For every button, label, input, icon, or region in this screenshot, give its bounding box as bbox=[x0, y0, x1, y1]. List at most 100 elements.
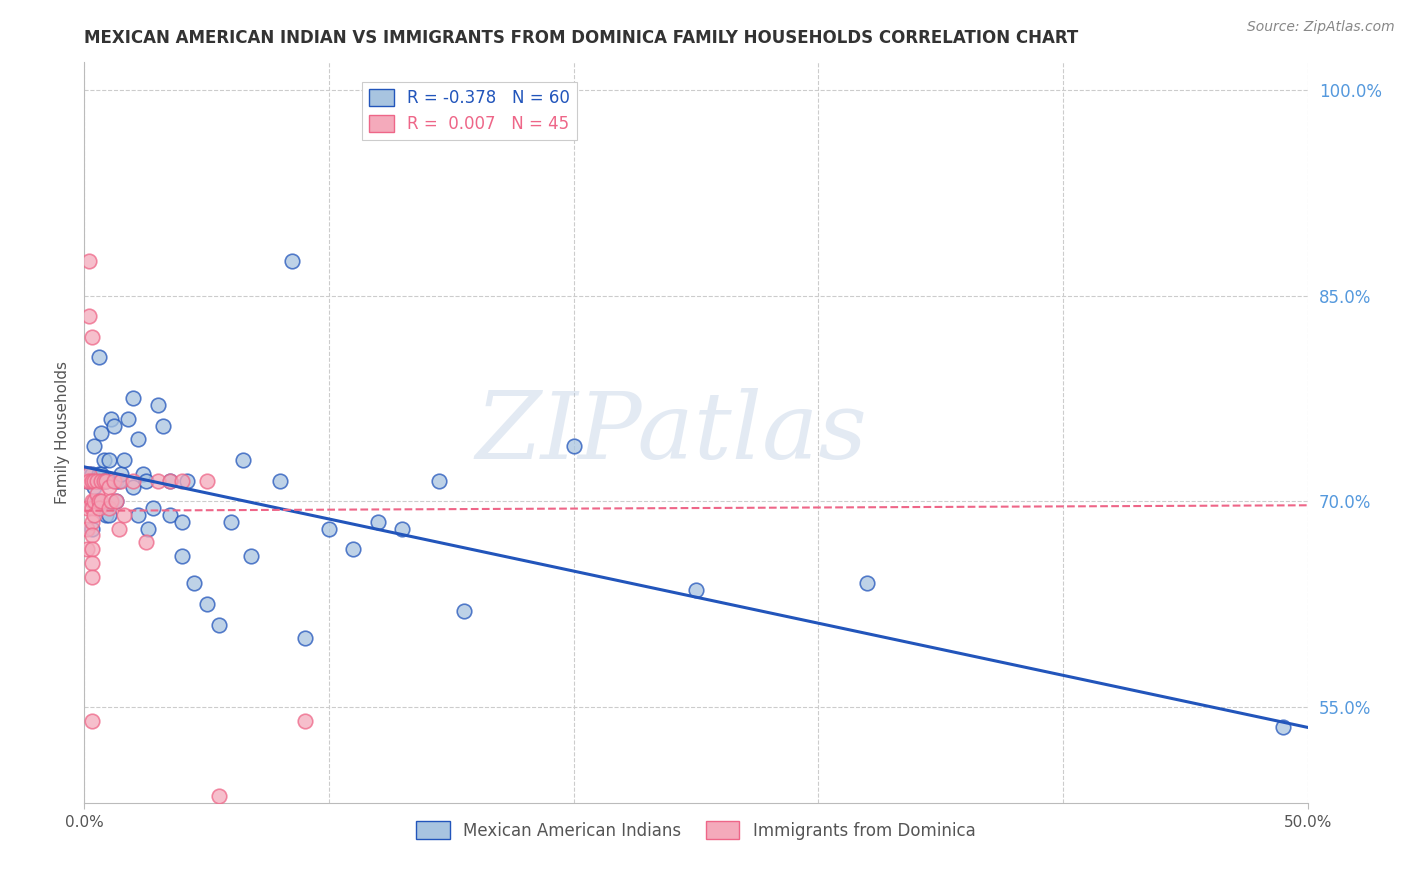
Point bbox=[117, 412, 139, 426]
Point bbox=[86, 494, 108, 508]
Point bbox=[83, 439, 105, 453]
Point bbox=[146, 398, 169, 412]
Point bbox=[110, 474, 132, 488]
Point bbox=[87, 467, 110, 481]
Point bbox=[77, 467, 100, 481]
Point bbox=[183, 576, 205, 591]
Point bbox=[152, 418, 174, 433]
Point bbox=[96, 474, 118, 488]
Point bbox=[208, 617, 231, 632]
Point bbox=[110, 467, 132, 481]
Point bbox=[132, 467, 155, 481]
Point bbox=[77, 254, 100, 268]
Point bbox=[80, 515, 103, 529]
Point bbox=[76, 501, 98, 516]
Point bbox=[195, 474, 218, 488]
Point bbox=[87, 501, 110, 516]
Point bbox=[135, 535, 157, 549]
Point bbox=[159, 508, 181, 522]
Point bbox=[1272, 720, 1295, 734]
Point bbox=[80, 556, 103, 570]
Point bbox=[83, 494, 105, 508]
Point bbox=[97, 480, 120, 494]
Point bbox=[107, 522, 129, 536]
Point bbox=[136, 522, 159, 536]
Point bbox=[172, 549, 194, 563]
Point bbox=[80, 528, 103, 542]
Point bbox=[269, 474, 291, 488]
Point bbox=[83, 508, 105, 522]
Point bbox=[159, 474, 181, 488]
Point bbox=[97, 501, 120, 516]
Point bbox=[208, 789, 231, 803]
Point bbox=[77, 474, 100, 488]
Point bbox=[96, 474, 118, 488]
Point bbox=[80, 494, 103, 508]
Point bbox=[90, 494, 112, 508]
Point bbox=[127, 508, 149, 522]
Point bbox=[90, 467, 112, 481]
Point bbox=[86, 474, 108, 488]
Point bbox=[80, 329, 103, 343]
Point bbox=[176, 474, 198, 488]
Point bbox=[122, 392, 145, 406]
Point bbox=[122, 474, 145, 488]
Point bbox=[685, 583, 707, 598]
Point bbox=[146, 474, 169, 488]
Point bbox=[97, 508, 120, 522]
Point bbox=[83, 474, 105, 488]
Point bbox=[80, 467, 103, 481]
Point bbox=[93, 453, 115, 467]
Point bbox=[105, 474, 128, 488]
Point bbox=[86, 487, 108, 501]
Point bbox=[107, 474, 129, 488]
Point bbox=[93, 474, 115, 488]
Point bbox=[294, 632, 316, 646]
Point bbox=[453, 604, 475, 618]
Point bbox=[112, 508, 135, 522]
Point bbox=[172, 515, 194, 529]
Point bbox=[219, 515, 242, 529]
Point bbox=[87, 350, 110, 364]
Point bbox=[103, 474, 125, 488]
Text: Source: ZipAtlas.com: Source: ZipAtlas.com bbox=[1247, 20, 1395, 34]
Point bbox=[90, 425, 112, 440]
Point bbox=[100, 412, 122, 426]
Point bbox=[87, 494, 110, 508]
Point bbox=[294, 714, 316, 728]
Point bbox=[239, 549, 262, 563]
Point bbox=[80, 522, 103, 536]
Point bbox=[281, 254, 304, 268]
Point bbox=[76, 474, 98, 488]
Point bbox=[100, 494, 122, 508]
Point bbox=[77, 309, 100, 323]
Y-axis label: Family Households: Family Households bbox=[55, 361, 70, 504]
Point bbox=[77, 467, 100, 481]
Point bbox=[83, 480, 105, 494]
Point bbox=[86, 474, 108, 488]
Point bbox=[103, 418, 125, 433]
Point bbox=[562, 439, 585, 453]
Point bbox=[172, 474, 194, 488]
Point bbox=[76, 522, 98, 536]
Point bbox=[427, 474, 450, 488]
Point bbox=[112, 453, 135, 467]
Text: ZIPatlas: ZIPatlas bbox=[475, 388, 868, 477]
Point bbox=[80, 542, 103, 557]
Point bbox=[142, 501, 165, 516]
Point bbox=[367, 515, 389, 529]
Point bbox=[105, 494, 128, 508]
Point bbox=[97, 453, 120, 467]
Point bbox=[135, 474, 157, 488]
Point bbox=[122, 480, 145, 494]
Point bbox=[342, 542, 364, 557]
Text: MEXICAN AMERICAN INDIAN VS IMMIGRANTS FROM DOMINICA FAMILY HOUSEHOLDS CORRELATIO: MEXICAN AMERICAN INDIAN VS IMMIGRANTS FR… bbox=[84, 29, 1078, 47]
Legend: Mexican American Indians, Immigrants from Dominica: Mexican American Indians, Immigrants fro… bbox=[409, 814, 983, 847]
Point bbox=[80, 501, 103, 516]
Point bbox=[318, 522, 340, 536]
Point bbox=[232, 453, 254, 467]
Point bbox=[856, 576, 879, 591]
Point bbox=[105, 494, 128, 508]
Point bbox=[159, 474, 181, 488]
Point bbox=[80, 569, 103, 583]
